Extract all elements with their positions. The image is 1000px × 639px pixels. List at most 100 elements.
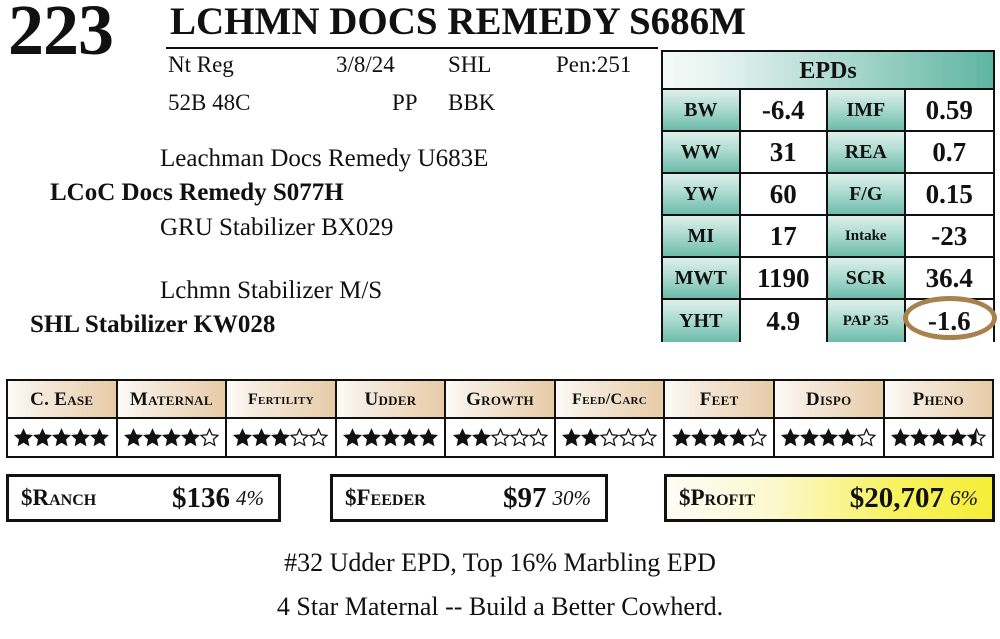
epd-label-yht: YHT [663, 300, 741, 342]
full-star-icon [819, 428, 839, 447]
full-star-icon [71, 428, 91, 447]
empty-star-icon [490, 428, 510, 447]
trait-header-pheno: Pheno [884, 381, 993, 419]
trait-header-dispo: Dispo [774, 381, 883, 419]
lot-number: 223 [8, 0, 114, 70]
empty-star-icon [638, 428, 658, 447]
full-star-icon [800, 428, 820, 447]
full-star-icon [233, 428, 253, 447]
trait-column-growth: Growth [446, 381, 556, 456]
full-star-icon [418, 428, 438, 447]
breeder-code: SHL [448, 52, 492, 77]
full-star-icon [562, 428, 582, 447]
epd-label-scr: SCR [827, 258, 906, 298]
full-star-icon [399, 428, 419, 447]
epd-label-ww: WW [663, 132, 741, 172]
index-label-ranch: $Ranch [21, 485, 97, 510]
index-value-feeder: $97 [503, 481, 547, 514]
registration-status: Nt Reg [168, 52, 234, 77]
epd-value-pap-35: -1.6 [905, 300, 993, 342]
lot-header: 223 LCHMN DOCS REMEDY S686M Nt Reg 3/8/2… [0, 0, 1000, 140]
full-star-icon [342, 428, 362, 447]
full-star-icon [33, 428, 53, 447]
epd-table: EPDs BW -6.4 IMF 0.59 WW 31 REA 0.7 YW 60 F/G 0.15 M… [661, 50, 995, 342]
empty-star-icon [309, 428, 329, 447]
epd-value-ww: 31 [740, 132, 828, 172]
full-star-icon [928, 428, 948, 447]
full-star-icon [271, 428, 291, 447]
epd-value-scr: 36.4 [905, 258, 993, 298]
trait-header-feed-carc: Feed/Carc [555, 381, 664, 419]
epd-label-pap-35: PAP 35 [827, 300, 906, 342]
epd-row: MI 17 Intake -23 [663, 216, 993, 258]
polled-status: PP [392, 90, 418, 115]
trait-column-c-ease: C. Ease [8, 381, 118, 456]
full-star-icon [452, 428, 472, 447]
pedigree-dam: SHL Stabilizer KW028 [30, 311, 276, 338]
trait-header-maternal: Maternal [117, 381, 226, 419]
full-star-icon [690, 428, 710, 447]
trait-stars-c-ease [8, 419, 116, 456]
trait-column-udder: Udder [336, 381, 447, 456]
full-star-icon [180, 428, 200, 447]
epd-row: WW 31 REA 0.7 [663, 132, 993, 174]
title-divider [166, 47, 658, 49]
full-star-icon [161, 428, 181, 447]
full-star-icon [838, 428, 858, 447]
index-value-ranch: $136 [172, 481, 230, 514]
trait-column-pheno: Pheno [884, 381, 993, 456]
trait-stars-pheno [885, 419, 993, 456]
trait-column-fertility: Fertility [227, 381, 337, 456]
empty-star-icon [600, 428, 620, 447]
trait-header-c-ease: C. Ease [8, 381, 116, 419]
empty-star-icon [509, 428, 529, 447]
epd-value-bw: -6.4 [740, 90, 828, 130]
index-value-profit: $20,707 [849, 481, 944, 514]
epd-row: YHT 4.9 PAP 35 -1.6 [663, 300, 993, 342]
epd-label-mi: MI [663, 216, 741, 256]
trait-column-dispo: Dispo [774, 381, 885, 456]
full-star-icon [671, 428, 691, 447]
index-box-feeder: $Feeder $97 30% [330, 474, 608, 522]
animal-name: LCHMN DOCS REMEDY S686M [170, 0, 746, 43]
empty-star-icon [290, 428, 310, 447]
full-star-icon [14, 428, 34, 447]
empty-star-icon [857, 428, 877, 447]
full-star-icon [728, 428, 748, 447]
full-star-icon [781, 428, 801, 447]
epd-value-imf: 0.59 [905, 90, 993, 130]
full-star-icon [947, 428, 967, 447]
full-star-icon [252, 428, 272, 447]
trait-header-growth: Growth [446, 381, 554, 419]
epd-value-yw: 60 [740, 174, 828, 214]
full-star-icon [909, 428, 929, 447]
footnote-line-2: 4 Star Maternal -- Build a Better Cowher… [276, 592, 724, 621]
epd-value-mi: 17 [740, 216, 828, 256]
index-box-ranch: $Ranch $136 4% [6, 474, 281, 522]
color-code: BBK [448, 90, 496, 115]
epd-table-title: EPDs [663, 52, 993, 90]
pedigree-sire: LCoC Docs Remedy S077H [50, 179, 344, 206]
epd-value-f-g: 0.15 [905, 174, 993, 214]
epd-label-imf: IMF [827, 90, 906, 130]
pedigree-block: Leachman Docs Remedy U683E LCoC Docs Rem… [0, 140, 660, 345]
epd-value-rea: 0.7 [905, 132, 993, 172]
full-star-icon [380, 428, 400, 447]
pedigree-sire-sire: Leachman Docs Remedy U683E [160, 145, 489, 172]
trait-stars-maternal [118, 419, 226, 456]
epd-row: YW 60 F/G 0.15 [663, 174, 993, 216]
empty-star-icon [747, 428, 767, 447]
index-percentile-ranch: 4% [236, 485, 264, 510]
epd-label-f-g: F/G [827, 174, 906, 214]
epd-row: MWT 1190 SCR 36.4 [663, 258, 993, 300]
epd-label-intake: Intake [827, 216, 906, 256]
trait-stars-udder [337, 419, 445, 456]
empty-star-icon [619, 428, 639, 447]
trait-header-udder: Udder [336, 381, 445, 419]
info-row-registration: Nt Reg 3/8/24 SHL Pen:251 [168, 52, 658, 86]
full-star-icon [890, 428, 910, 447]
epd-label-yw: YW [663, 174, 741, 214]
trait-stars-growth [446, 419, 554, 456]
trait-column-feed-carc: Feed/Carc [555, 381, 666, 456]
trait-header-feet: Feet [665, 381, 773, 419]
